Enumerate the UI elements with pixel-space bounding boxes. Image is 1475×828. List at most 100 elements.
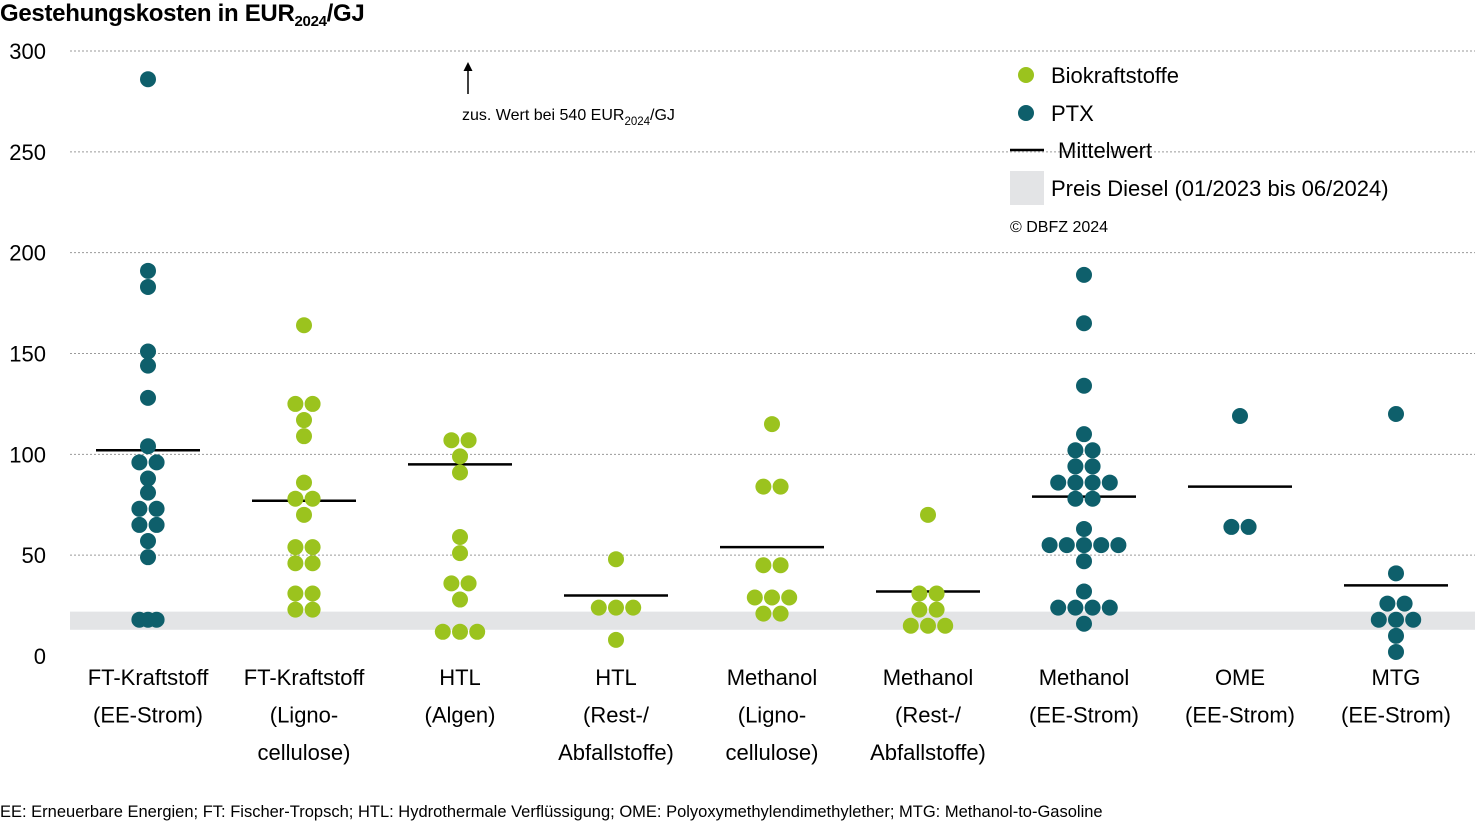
data-point — [1388, 565, 1404, 582]
data-point — [148, 500, 165, 517]
data-point — [443, 432, 460, 449]
data-point — [140, 470, 156, 487]
data-point — [920, 617, 936, 634]
y-tick-label: 100 — [9, 442, 46, 467]
data-point — [1084, 458, 1101, 475]
data-point — [452, 545, 468, 562]
x-category-label: Methanol — [883, 665, 974, 690]
data-point — [140, 533, 156, 550]
data-point — [1058, 537, 1075, 554]
data-point — [452, 448, 468, 465]
data-point — [1084, 474, 1101, 491]
y-tick-label: 300 — [9, 39, 46, 64]
x-category-label: FT-Kraftstoff — [88, 665, 210, 690]
legend: Biokraftstoffe PTX Mittelwert Preis Dies… — [1010, 63, 1389, 236]
arrow-up-icon — [463, 62, 473, 94]
title-sub: 2024 — [294, 13, 327, 30]
data-point — [443, 575, 460, 592]
data-point — [1067, 474, 1084, 491]
data-point — [772, 557, 789, 574]
data-point — [1093, 537, 1110, 554]
data-point — [772, 605, 789, 622]
x-category-label: cellulose) — [258, 740, 351, 765]
x-category-label: (EE-Strom) — [1185, 703, 1295, 728]
data-point — [1388, 406, 1404, 422]
data-point — [140, 484, 156, 501]
x-category-label: (Algen) — [425, 703, 496, 728]
y-tick-label: 150 — [9, 342, 46, 367]
data-point — [1084, 599, 1101, 616]
data-point — [304, 395, 321, 412]
y-tick-labels: 0 50 100 150 200 250 300 — [9, 39, 46, 669]
data-point — [140, 343, 156, 360]
data-point — [460, 575, 477, 592]
legend-ptx-marker — [1018, 105, 1034, 121]
data-point — [911, 585, 928, 602]
data-point — [937, 617, 954, 634]
x-category-label: Methanol — [727, 665, 818, 690]
data-point — [911, 601, 928, 618]
data-point — [1076, 426, 1092, 443]
annotation: zus. Wert bei 540 EUR2024/GJ — [462, 62, 675, 128]
diesel-band-layer — [70, 611, 1475, 630]
x-category-label: (Rest-/ — [583, 703, 650, 728]
x-category-label: (Rest-/ — [895, 703, 962, 728]
data-point — [1067, 458, 1084, 475]
data-point — [1076, 583, 1092, 600]
data-points — [131, 71, 1422, 660]
mean-lines — [96, 449, 1448, 597]
data-point — [1388, 611, 1404, 628]
data-point — [1232, 408, 1248, 425]
data-point — [1076, 537, 1092, 554]
x-category-labels: FT-Kraftstoff (EE-Strom) FT-Kraftstoff (Lig… — [88, 665, 1451, 765]
data-point — [1396, 595, 1413, 612]
annotation-sub: 2024 — [624, 116, 650, 128]
legend-band-label: Preis Diesel (01/2023 bis 06/2024) — [1051, 176, 1389, 201]
data-point — [1084, 442, 1101, 459]
data-point — [902, 617, 919, 634]
x-category-label: (Ligno- — [738, 703, 806, 728]
data-point — [140, 549, 156, 566]
data-point — [452, 529, 468, 546]
data-point — [625, 599, 642, 616]
y-tick-label: 200 — [9, 241, 46, 266]
data-point — [1076, 315, 1092, 332]
data-point — [1240, 518, 1257, 535]
data-point — [920, 506, 936, 523]
data-point — [131, 454, 148, 471]
chart-title: Gestehungskosten in EUR2024/GJ — [0, 0, 365, 30]
x-category-label: FT-Kraftstoff — [244, 665, 366, 690]
y-tick-label: 50 — [22, 543, 46, 568]
data-point — [928, 585, 945, 602]
data-point — [1101, 599, 1118, 616]
x-category-label: (Ligno- — [270, 703, 338, 728]
data-point — [304, 490, 321, 507]
x-category-label: Methanol — [1039, 665, 1130, 690]
x-category-label: cellulose) — [726, 740, 819, 765]
x-category-label: MTG — [1372, 665, 1421, 690]
data-point — [140, 278, 156, 295]
data-point — [1041, 537, 1058, 554]
data-point — [140, 438, 156, 455]
data-point — [1050, 474, 1067, 491]
data-point — [1067, 490, 1084, 507]
data-point — [1076, 377, 1092, 394]
data-point — [772, 478, 789, 495]
data-point — [1076, 553, 1092, 570]
data-point — [755, 478, 772, 495]
x-category-label: OME — [1215, 665, 1265, 690]
data-point — [608, 551, 624, 568]
data-point — [608, 599, 624, 616]
data-point — [131, 500, 148, 517]
data-point — [140, 389, 156, 406]
data-point — [296, 428, 312, 445]
x-category-label: Abfallstoffe) — [870, 740, 986, 765]
data-point — [452, 464, 468, 481]
data-point — [287, 395, 304, 412]
annotation-text: zus. Wert bei 540 EUR2024/GJ — [462, 107, 675, 128]
data-point — [1067, 599, 1084, 616]
data-point — [452, 623, 468, 640]
data-point — [287, 555, 304, 572]
data-point — [1379, 595, 1396, 612]
